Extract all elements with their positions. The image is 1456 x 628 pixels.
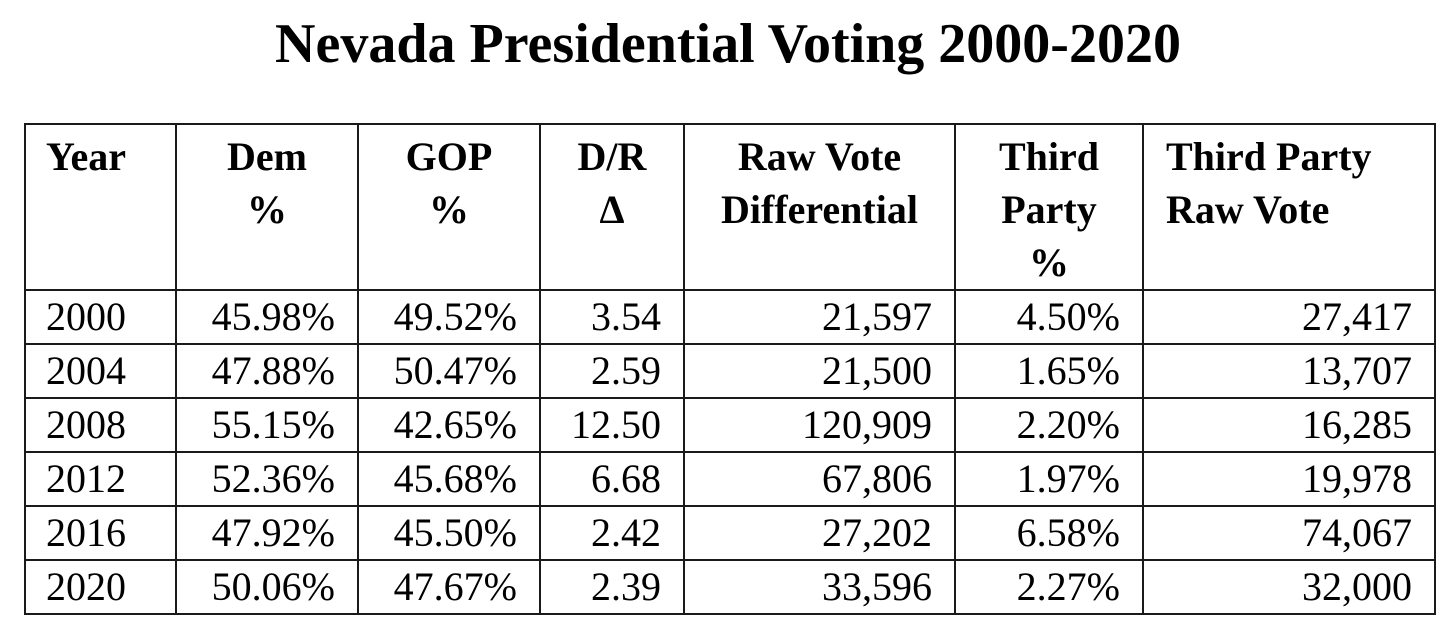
year-cell: 2004: [24, 343, 177, 399]
dem-pct-cell: 47.92%: [175, 505, 359, 561]
dem-pct-cell: 45.98%: [175, 289, 359, 345]
third-party-raw-vote-cell: 74,067: [1142, 505, 1436, 561]
gop-pct-cell: 45.68%: [357, 451, 541, 507]
raw-vote-differential-cell: 33,596: [683, 559, 956, 615]
third-party-pct-cell: 1.65%: [954, 343, 1144, 399]
third-party-pct-cell: 2.27%: [954, 559, 1144, 615]
table-row: 2012 52.36% 45.68% 6.68 67,806 1.97% 19,…: [24, 451, 1436, 507]
gop-pct-cell: 45.50%: [357, 505, 541, 561]
third-party-raw-vote-cell: 27,417: [1142, 289, 1436, 345]
dr-delta-cell: 6.68: [539, 451, 685, 507]
year-cell: 2020: [24, 559, 177, 615]
third-party-raw-vote-cell: 16,285: [1142, 397, 1436, 453]
column-header-dem-pct: Dem %: [175, 123, 359, 291]
year-cell: 2016: [24, 505, 177, 561]
gop-pct-cell: 47.67%: [357, 559, 541, 615]
column-header-dr-delta: D/R Δ: [539, 123, 685, 291]
third-party-raw-vote-cell: 32,000: [1142, 559, 1436, 615]
column-header-raw-vote-differential: Raw Vote Differential: [683, 123, 956, 291]
table-row: 2020 50.06% 47.67% 2.39 33,596 2.27% 32,…: [24, 559, 1436, 615]
table-row: 2008 55.15% 42.65% 12.50 120,909 2.20% 1…: [24, 397, 1436, 453]
raw-vote-differential-cell: 21,597: [683, 289, 956, 345]
year-cell: 2012: [24, 451, 177, 507]
table-row: 2016 47.92% 45.50% 2.42 27,202 6.58% 74,…: [24, 505, 1436, 561]
dem-pct-cell: 52.36%: [175, 451, 359, 507]
raw-vote-differential-cell: 21,500: [683, 343, 956, 399]
column-header-third-party-raw-vote: Third Party Raw Vote: [1142, 123, 1436, 291]
third-party-pct-cell: 2.20%: [954, 397, 1144, 453]
third-party-pct-cell: 1.97%: [954, 451, 1144, 507]
page-title: Nevada Presidential Voting 2000-2020: [275, 13, 1181, 75]
dr-delta-cell: 3.54: [539, 289, 685, 345]
column-header-third-party-pct: Third Party %: [954, 123, 1144, 291]
table-row: 2004 47.88% 50.47% 2.59 21,500 1.65% 13,…: [24, 343, 1436, 399]
year-cell: 2008: [24, 397, 177, 453]
dem-pct-cell: 55.15%: [175, 397, 359, 453]
raw-vote-differential-cell: 120,909: [683, 397, 956, 453]
third-party-pct-cell: 4.50%: [954, 289, 1144, 345]
third-party-raw-vote-cell: 13,707: [1142, 343, 1436, 399]
third-party-pct-cell: 6.58%: [954, 505, 1144, 561]
gop-pct-cell: 49.52%: [357, 289, 541, 345]
year-cell: 2000: [24, 289, 177, 345]
third-party-raw-vote-cell: 19,978: [1142, 451, 1436, 507]
column-header-year: Year: [24, 123, 177, 291]
header-row: Year Dem % GOP % D/R Δ Raw Vote Differen…: [24, 123, 1436, 291]
raw-vote-differential-cell: 67,806: [683, 451, 956, 507]
gop-pct-cell: 50.47%: [357, 343, 541, 399]
voting-table: Year Dem % GOP % D/R Δ Raw Vote Differen…: [24, 123, 1436, 615]
gop-pct-cell: 42.65%: [357, 397, 541, 453]
dem-pct-cell: 50.06%: [175, 559, 359, 615]
dr-delta-cell: 2.59: [539, 343, 685, 399]
dem-pct-cell: 47.88%: [175, 343, 359, 399]
dr-delta-cell: 2.42: [539, 505, 685, 561]
raw-vote-differential-cell: 27,202: [683, 505, 956, 561]
table-row: 2000 45.98% 49.52% 3.54 21,597 4.50% 27,…: [24, 289, 1436, 345]
dr-delta-cell: 12.50: [539, 397, 685, 453]
dr-delta-cell: 2.39: [539, 559, 685, 615]
column-header-gop-pct: GOP %: [357, 123, 541, 291]
